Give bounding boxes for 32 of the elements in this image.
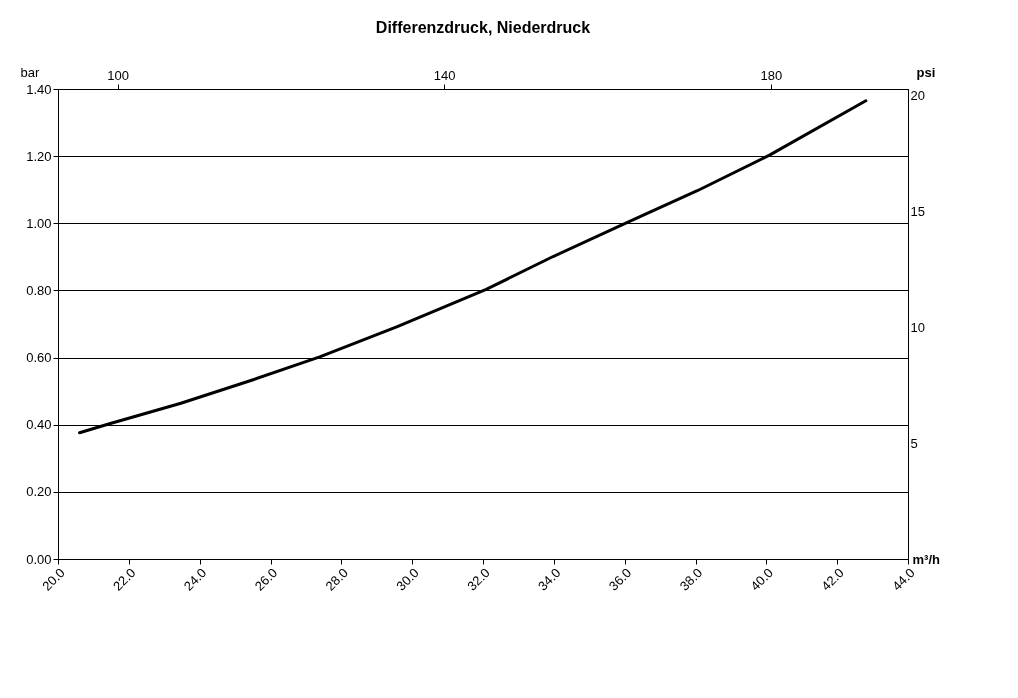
y-tick-label: 0.20 xyxy=(26,484,52,500)
x-tick-label: 34.0 xyxy=(535,565,564,594)
x-tick-label: 24.0 xyxy=(180,565,210,594)
x-tick-label: 28.0 xyxy=(322,565,352,594)
x-tick-label: 26.0 xyxy=(251,565,281,594)
y-tick-label: 1.20 xyxy=(26,148,52,164)
y2-tick-label: 20 xyxy=(910,88,925,104)
x-tick-label: 40.0 xyxy=(747,565,777,594)
y2-tick-label: 15 xyxy=(910,204,925,220)
x-tick-label: 36.0 xyxy=(605,565,635,594)
x-tick-label: 38.0 xyxy=(676,565,706,594)
y-tick-label: 0.00 xyxy=(26,551,52,567)
chart-title: Differenzdruck, Niederdruck xyxy=(375,19,591,36)
x-axis-title: m³/h xyxy=(912,551,940,567)
y-tick-label: 1.40 xyxy=(26,81,52,97)
x-tick-label: 32.0 xyxy=(464,565,493,594)
y2-tick-label: 10 xyxy=(910,319,925,335)
x-tick-label: 30.0 xyxy=(393,565,422,594)
y-axis-title: bar xyxy=(20,64,40,80)
x2-tick-label: 140 xyxy=(433,67,456,83)
y-tick-label: 0.80 xyxy=(26,282,52,298)
x-tick-label: 20.0 xyxy=(39,565,68,594)
y2-axis-title: psi xyxy=(916,64,936,80)
x-tick-label: 44.0 xyxy=(889,565,918,594)
x2-tick-label: 180 xyxy=(760,67,783,83)
x2-tick-label: 100 xyxy=(107,67,129,83)
y-tick-label: 0.40 xyxy=(26,417,52,433)
x-tick-label: 22.0 xyxy=(110,565,139,594)
y2-tick-label: 5 xyxy=(910,435,918,451)
x-tick-label: 42.0 xyxy=(818,565,847,594)
y-tick-label: 1.00 xyxy=(26,215,52,231)
y-tick-label: 0.60 xyxy=(26,350,52,366)
